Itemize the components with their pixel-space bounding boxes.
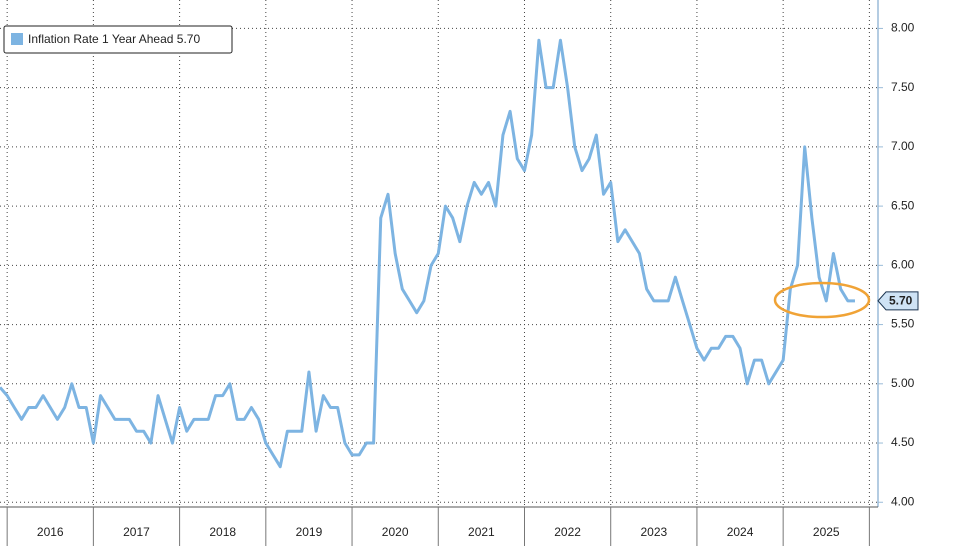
plot [0,38,855,469]
x-tick-label: 2018 [209,525,236,539]
y-tick-label: 7.00 [891,139,915,153]
y-tick-label: 6.00 [891,258,915,272]
y-tick-label: 5.50 [891,317,915,331]
x-tick-label: 2021 [468,525,495,539]
series-line [0,38,855,469]
y-tick-label: 8.00 [891,21,915,35]
legend-box [3,25,233,54]
x-tick-label: 2023 [640,525,667,539]
y-tick-label: 6.50 [891,198,915,212]
x-tick-label: 2025 [813,525,840,539]
y-tick-label: 5.00 [891,376,915,390]
x-tick-label: 2024 [727,525,754,539]
value-tag [877,291,919,311]
x-tick-label: 2022 [554,525,581,539]
legend: Inflation Rate 1 Year Ahead 5.70 [3,25,233,54]
y-tick-label: 7.50 [891,80,915,94]
x-tick-label: 2019 [296,525,323,539]
highlight-ellipse [773,281,871,319]
y-tick-label: 4.00 [891,494,915,508]
legend-label: Inflation Rate 1 Year Ahead 5.70 [28,32,200,46]
legend-series-name: Inflation Rate 1 Year Ahead [28,32,173,46]
grid [0,0,883,546]
legend-swatch [11,33,23,45]
x-tick-label: 2020 [382,525,409,539]
x-tick-label: 2016 [37,525,64,539]
x-tick-label: 2017 [123,525,150,539]
y-tick-label: 4.50 [891,435,915,449]
legend-value: 5.70 [177,32,201,46]
value-tag-label: 5.70 [889,294,913,308]
